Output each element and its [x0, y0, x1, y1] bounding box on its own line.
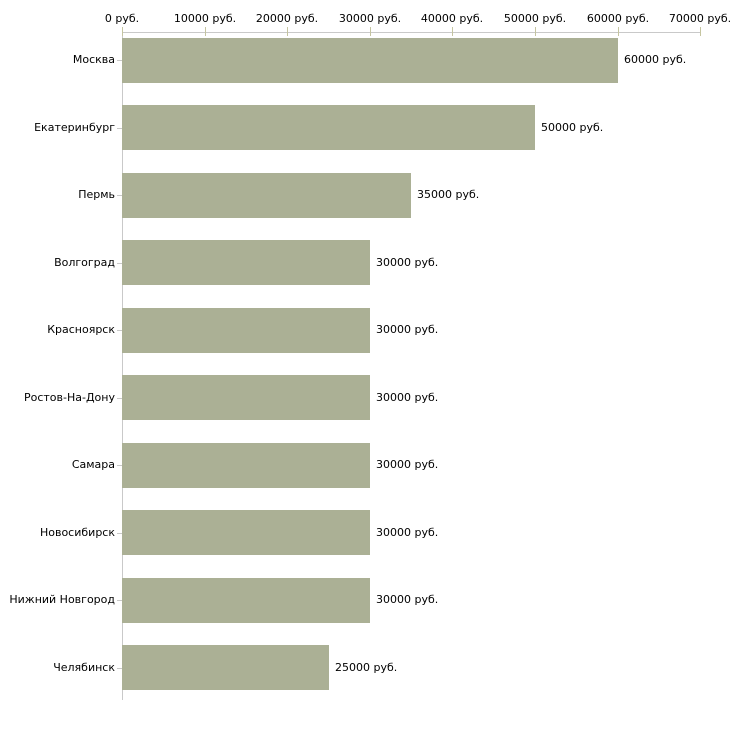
- value-label: 25000 руб.: [335, 660, 398, 674]
- value-label: 30000 руб.: [376, 593, 439, 606]
- x-axis-tick-label: 70000 руб.: [668, 12, 730, 25]
- category-label: Екатеринбург: [34, 120, 115, 134]
- category-tick: [117, 330, 122, 331]
- category-label: Нижний Новгород: [9, 593, 115, 606]
- value-label: 30000 руб.: [376, 525, 439, 539]
- category-label: Пермь: [78, 188, 115, 201]
- category-tick: [117, 465, 122, 466]
- bar: [122, 645, 329, 690]
- x-axis-tick: [287, 27, 288, 36]
- x-axis-tick-label: 60000 руб.: [586, 12, 650, 25]
- category-label: Челябинск: [53, 660, 115, 674]
- category-label: Красноярск: [47, 323, 115, 336]
- category-label: Волгоград: [54, 255, 115, 269]
- category-tick: [117, 262, 122, 264]
- value-label: 30000 руб.: [376, 390, 439, 404]
- category-tick: [117, 397, 122, 399]
- bar: [122, 375, 370, 420]
- category-tick: [117, 60, 122, 61]
- value-label: 60000 руб.: [624, 53, 687, 66]
- value-label: 30000 руб.: [376, 255, 439, 269]
- x-axis-tick: [205, 27, 206, 36]
- bar: [122, 442, 370, 488]
- category-label: Самара: [71, 458, 115, 471]
- bar: [122, 510, 370, 555]
- bar: [122, 37, 618, 83]
- x-axis-tick-label: 20000 руб.: [255, 12, 319, 25]
- bar: [122, 105, 535, 150]
- category-tick: [117, 667, 122, 669]
- x-axis-tick-label: 40000 руб.: [420, 12, 484, 25]
- category-tick: [117, 600, 122, 601]
- bar: [122, 172, 411, 218]
- category-label: Москва: [72, 53, 115, 66]
- value-label: 30000 руб.: [376, 458, 439, 471]
- value-label: 50000 руб.: [541, 120, 604, 134]
- bar: [122, 577, 370, 623]
- x-axis-tick: [618, 27, 619, 36]
- x-axis-tick: [370, 27, 371, 36]
- y-axis-line: [122, 32, 123, 700]
- category-label: Новосибирск: [39, 525, 115, 539]
- x-axis-tick: [452, 27, 453, 36]
- x-axis-tick-label: 50000 руб.: [503, 12, 567, 25]
- value-label: 30000 руб.: [376, 323, 439, 336]
- x-axis-tick-label: 0 руб.: [104, 12, 140, 25]
- category-tick: [117, 195, 122, 196]
- category-tick: [117, 127, 122, 129]
- bar: [122, 307, 370, 353]
- bar: [122, 240, 370, 285]
- value-label: 35000 руб.: [417, 188, 480, 201]
- x-axis-tick: [122, 27, 123, 36]
- x-axis-tick: [700, 27, 701, 36]
- x-axis-line: [122, 32, 701, 33]
- x-axis-tick: [535, 27, 536, 36]
- category-tick: [117, 532, 122, 534]
- x-axis-tick-label: 10000 руб.: [173, 12, 237, 25]
- x-axis-tick-label: 30000 руб.: [338, 12, 402, 25]
- category-label: Ростов-На-Дону: [23, 390, 115, 404]
